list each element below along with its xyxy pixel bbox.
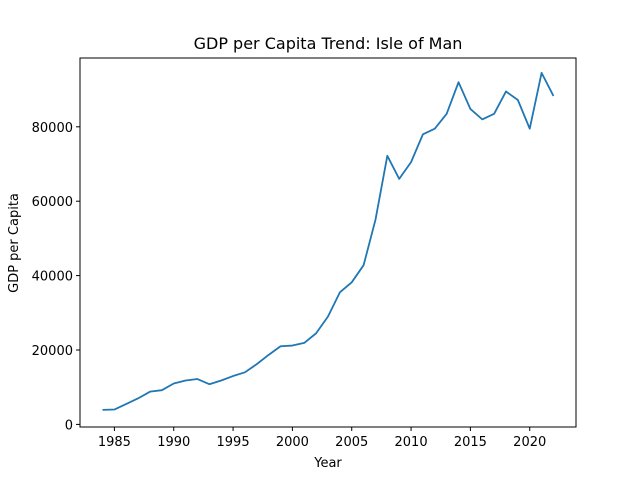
- x-axis-label: Year: [313, 456, 342, 471]
- x-tick-label-2010: 2010: [395, 435, 428, 450]
- gdp-series-line: [102, 71, 555, 411]
- x-tick-label-2000: 2000: [276, 435, 309, 450]
- x-tick-label-2005: 2005: [335, 435, 368, 450]
- plot-area: 1985 1990 1995 2000 2005 2010 2015 2020 0 20000 40…: [32, 57, 577, 450]
- chart-title: GDP per Capita Trend: Isle of Man: [194, 34, 463, 53]
- plot-frame: [79, 57, 577, 428]
- y-axis-label: GDP per Capita: [7, 193, 22, 293]
- x-tick-label-2020: 2020: [513, 435, 546, 450]
- x-tick-label-1990: 1990: [157, 435, 190, 450]
- x-tick-label-2015: 2015: [454, 435, 487, 450]
- y-tick-label-40000: 40000: [32, 270, 73, 285]
- y-tick-label-80000: 80000: [32, 121, 73, 136]
- y-tick-label-0: 0: [65, 418, 73, 433]
- y-tick-label-60000: 60000: [32, 195, 73, 210]
- y-tick-label-20000: 20000: [32, 344, 73, 359]
- x-tick-label-1995: 1995: [217, 435, 250, 450]
- x-tick-label-1985: 1985: [98, 435, 131, 450]
